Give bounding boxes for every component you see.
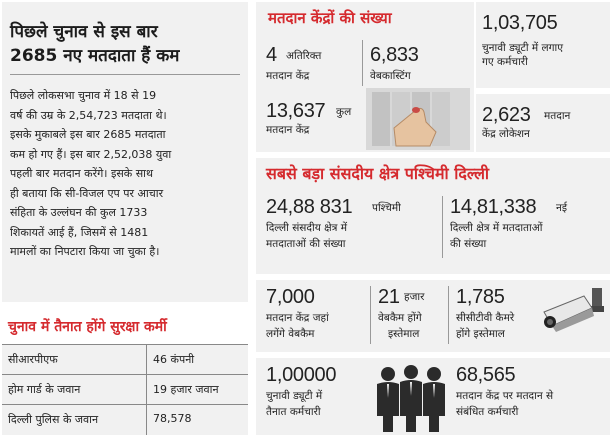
webcast-value: 6,833: [370, 44, 419, 66]
headline-underline: [10, 74, 240, 75]
cctv-camera-icon: [540, 282, 610, 350]
count-cell: 78,578: [153, 412, 192, 425]
table-row: दिल्ली पुलिस के जवान 78,578: [2, 405, 248, 435]
paragraph-line: शिकायतें आई हैं, जिसमें से 1481: [10, 225, 149, 239]
west-delhi-label-1: पश्चिमी: [372, 202, 401, 214]
paragraph-line: संहिता के उल्लंघन की कुल 1733: [10, 206, 148, 219]
constituency-panel: [256, 158, 610, 274]
webcast-label: वेबकास्टिंग: [370, 70, 411, 82]
webcam-value: 21: [378, 286, 400, 308]
total-centers-label-2: मतदान केंद्र: [266, 124, 310, 136]
duty-panel: [476, 2, 610, 88]
location-value: 2,623: [482, 104, 531, 126]
constituency-title: सबसे बड़ा संसदीय क्षेत्र पश्चिमी दिल्ली: [266, 164, 490, 183]
west-delhi-label-2: दिल्ली संसदीय क्षेत्र में: [266, 222, 348, 234]
officials-group-icon: [374, 362, 448, 434]
paragraph-line: ही बताया कि सी-विजल एप पर आचार: [10, 186, 164, 200]
cctv-label-1: सीसीटीवी कैमरे: [456, 312, 515, 324]
booth-staff-label-2: संबंधित कर्मचारी: [456, 406, 519, 418]
new-delhi-value: 14,81,338: [450, 196, 537, 218]
webcam-centers-label-2: लगेंगे वेबकैम: [266, 328, 315, 340]
booth-staff-label-1: मतदान केंद्र पर मतदान से: [456, 390, 554, 402]
location-label-2: केंद्र लोकेशन: [482, 128, 530, 140]
webcam-unit: हजार: [404, 291, 425, 303]
table-row: होम गार्ड के जवान 19 हजार जवान: [2, 375, 248, 405]
divider: [370, 286, 371, 344]
staff-duty-value: 1,00000: [266, 364, 337, 386]
new-delhi-label-1: नई: [556, 202, 567, 214]
paragraph-line: कम हो गए हैं। इस बार 2,52,038 युवा: [10, 147, 172, 161]
total-centers-label-1: कुल: [336, 106, 352, 118]
west-delhi-value: 24,88 831: [266, 196, 353, 218]
count-cell: 46 कंपनी: [153, 353, 195, 366]
staff-duty-label-2: तैनात कर्मचारी: [266, 406, 321, 418]
extra-centers-value: 4: [266, 44, 277, 66]
paragraph-line: पिछले लोकसभा चुनाव में 18 से 19: [10, 89, 157, 102]
location-panel: [476, 94, 610, 152]
headline-line-2: 2685 नए मतदाता हैं कम: [10, 46, 180, 66]
staff-duty-label-1: चुनावी ड्यूटी में: [266, 390, 323, 402]
duty-label-2: गए कर्मचारी: [482, 56, 528, 68]
cctv-label-2: होंगे इस्तेमाल: [456, 328, 505, 340]
webcam-centers-value: 7,000: [266, 286, 315, 308]
total-centers-value: 13,637: [266, 100, 326, 122]
paragraph-line: इसके मुकाबले इस बार 2685 मतदाता: [10, 128, 166, 141]
paragraph-line: वर्ष की उम्र के 2,54,723 मतदाता थे।: [10, 108, 167, 122]
security-table: सीआरपीएफ 46 कंपनी होम गार्ड के जवान 19 ह…: [2, 344, 248, 435]
count-cell: 19 हजार जवान: [153, 383, 219, 396]
force-cell: दिल्ली पुलिस के जवान: [2, 405, 147, 435]
paragraph-line: पहली बार मतदान करेंगे। इसके साथ: [10, 167, 154, 180]
location-label-1: मतदान: [544, 110, 571, 122]
extra-centers-label-2: मतदान केंद्र: [266, 70, 310, 82]
new-delhi-label-3: की संख्या: [450, 238, 487, 250]
force-cell: होम गार्ड के जवान: [2, 375, 147, 404]
headline-line-1: पिछले चुनाव से इस बार: [10, 22, 158, 42]
webcam-centers-label-1: मतदान केंद्र जहां: [266, 312, 329, 324]
left-headline-panel: [2, 2, 248, 302]
force-cell: सीआरपीएफ: [2, 345, 147, 374]
cctv-value: 1,785: [456, 286, 505, 308]
webcam-label-2: इस्तेमाल: [388, 328, 420, 340]
divider: [442, 196, 443, 258]
security-title: चुनाव में तैनात होंगे सुरक्षा कर्मी: [8, 319, 167, 335]
duty-label-1: चुनावी ड्यूटी में लगाए: [482, 42, 564, 54]
webcam-label-1: वेबकैम होंगे: [378, 312, 422, 324]
west-delhi-label-3: मतदाताओं की संख्या: [266, 238, 346, 250]
table-row: सीआरपीएफ 46 कंपनी: [2, 345, 248, 375]
new-delhi-label-2: दिल्ली क्षेत्र में मतदाताओं: [450, 222, 543, 234]
centers-title: मतदान केंद्रों की संख्या: [268, 9, 392, 27]
extra-centers-label-1: अतिरिक्त: [286, 50, 322, 62]
voting-finger-icon: [366, 88, 470, 150]
divider: [362, 40, 363, 86]
booth-staff-value: 68,565: [456, 364, 516, 386]
duty-value: 1,03,705: [482, 12, 558, 34]
paragraph-line: मामलों का निपटारा किया जा चुका है।: [10, 245, 160, 258]
news-paragraph: पिछले लोकसभा चुनाव में 18 से 19 वर्ष की …: [10, 86, 246, 262]
divider: [448, 286, 449, 344]
